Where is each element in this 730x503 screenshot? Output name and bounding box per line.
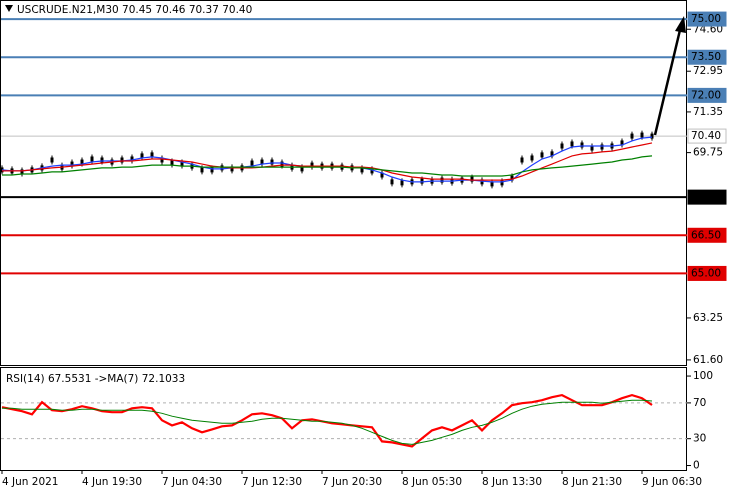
x-tick-label: 8 Jun 13:30 [482,476,542,488]
x-tick-label: 4 Jun 2021 [2,476,58,488]
title-icon [5,5,13,12]
level-label: 68.00 [691,191,721,203]
level-label: 72.00 [691,89,721,101]
y-tick-label: 61.60 [693,354,723,366]
level-label-box [687,265,727,281]
x-tick-label: 9 Jun 06:30 [642,476,702,488]
y-tick-label: 74.60 [693,23,723,35]
y-tick-label: 100 [693,370,713,382]
level-label: 75.00 [691,13,721,25]
x-tick-label: 4 Jun 19:30 [82,476,142,488]
x-tick-label: 8 Jun 05:30 [402,476,462,488]
plot: 74.60 72.95 71.35 69.75 63.25 61.60 75.00 73.50… [0,11,727,488]
arrow-head [675,16,686,33]
series-line [2,155,653,177]
main-panel [0,0,687,366]
rsi-panel [0,367,687,471]
level-label: 66.50 [691,229,721,241]
series-line [2,399,653,445]
y-tick-label: 30 [693,433,706,445]
level-label: 73.50 [691,51,721,63]
level-label: 70.40 [691,130,721,142]
level-label-box [687,87,727,103]
y-tick-label: 70 [693,397,706,409]
level-label-box [687,128,727,144]
x-tick-label: 8 Jun 21:30 [562,476,622,488]
y-tick-label: 72.95 [693,65,723,77]
level-label: 65.00 [691,267,721,279]
x-tick-label: 7 Jun 12:30 [242,476,302,488]
y-tick-label: 63.25 [693,312,723,324]
y-tick-label: 71.35 [693,106,723,118]
x-tick-label: 7 Jun 20:30 [322,476,382,488]
y-tick-label: 69.75 [693,147,723,159]
level-label-box [687,227,727,243]
arrow [653,29,682,136]
chart-title: USCRUDE.N21,M30 70.45 70.46 70.37 70.40 [17,4,252,16]
rsi-title: RSI(14) 67.5531 ->MA(7) 72.1033 [6,373,185,385]
series-line [2,142,653,181]
x-tick-label: 7 Jun 04:30 [162,476,222,488]
level-label-box [687,11,727,27]
y-tick-label: 0 [693,460,700,472]
level-label-box [687,49,727,65]
level-label-box [687,189,727,205]
